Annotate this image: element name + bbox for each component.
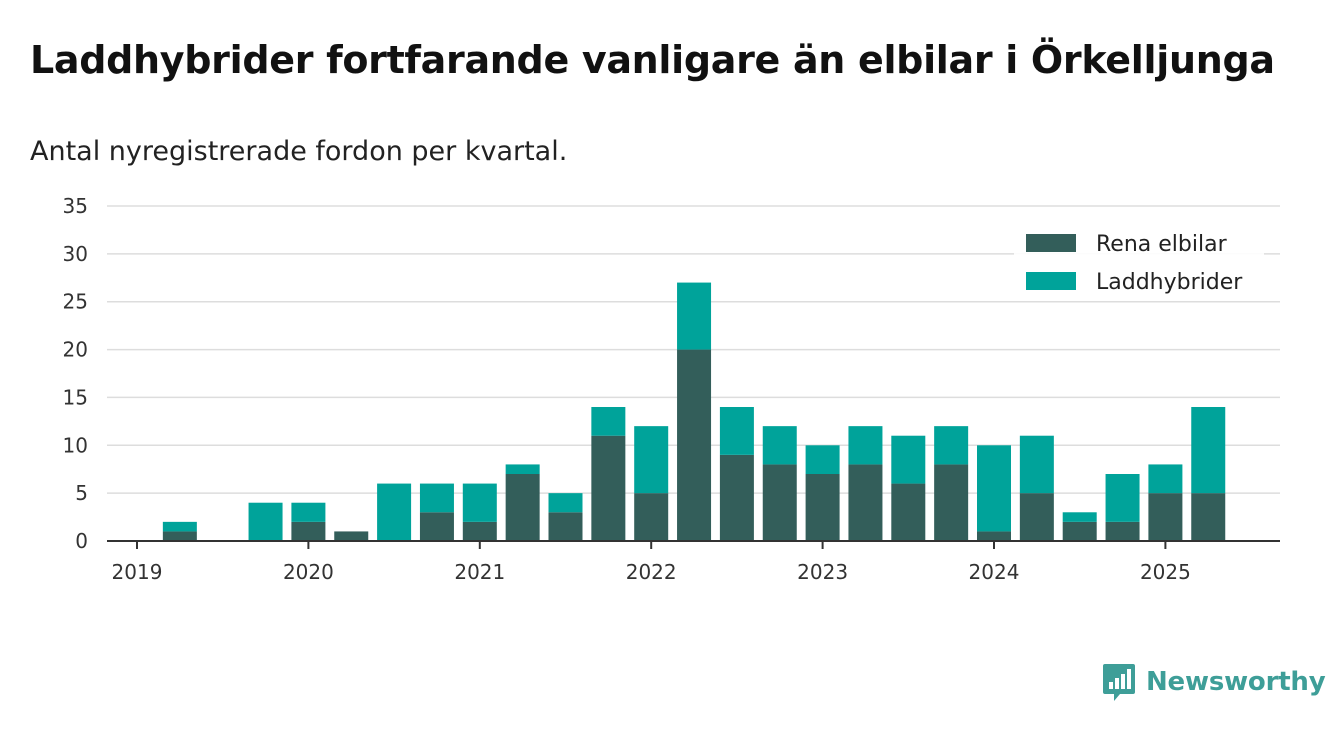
bar-laddhybrider-2021-Q4 [591,407,626,436]
bar-laddhybrider-2024-Q1 [977,445,1011,532]
bars [162,282,1226,541]
x-tick-label: 2024 [969,560,1020,584]
bar-laddhybrider-2024-Q4 [1105,474,1140,522]
bar-laddhybrider-2020-Q4 [419,483,454,513]
bar-rena-elbilar-2022-Q3 [719,454,754,541]
bar-rena-elbilar-2023-Q2 [848,464,883,541]
bar-rena-elbilar-2024-Q2 [1019,493,1054,541]
bar-rena-elbilar-2024-Q4 [1105,521,1140,541]
y-tick-label: 30 [63,242,88,266]
legend-label-rena-elbilar: Rena elbilar [1096,232,1228,257]
y-tick-label: 0 [75,529,88,553]
bar-laddhybrider-2023-Q2 [848,426,883,465]
bar-laddhybrider-2025-Q2 [1191,407,1226,494]
bar-laddhybrider-2019-Q4 [248,502,283,541]
bar-rena-elbilar-2022-Q1 [634,493,669,541]
legend-label-laddhybrider: Laddhybrider [1096,270,1243,295]
y-tick-label: 10 [63,433,88,457]
chart-title: Laddhybrider fortfarande vanligare än el… [30,38,1275,82]
bar-rena-elbilar-2019-Q2 [162,531,197,541]
bar-rena-elbilar-2020-Q1 [291,521,326,541]
bar-rena-elbilar-2021-Q4 [591,435,626,541]
bar-rena-elbilar-2022-Q4 [762,464,797,541]
bar-laddhybrider-2020-Q1 [291,502,326,522]
legend: Rena elbilar Laddhybrider [1014,224,1264,300]
bar-laddhybrider-2025-Q1 [1148,464,1183,494]
bar-rena-elbilar-2023-Q4 [934,464,969,541]
x-tick-label: 2019 [112,560,163,584]
bar-rena-elbilar-2023-Q3 [891,483,926,541]
chart-subtitle: Antal nyregistrerade fordon per kvartal. [30,136,568,167]
bar-laddhybrider-2022-Q4 [762,426,797,465]
bar-laddhybrider-2023-Q3 [891,435,926,484]
x-tick-label: 2021 [454,560,505,584]
bar-rena-elbilar-2025-Q1 [1148,493,1183,541]
bar-rena-elbilar-2020-Q2 [334,531,369,541]
bar-rena-elbilar-2023-Q1 [805,474,840,541]
y-tick-label: 20 [63,338,88,362]
x-tick-label: 2022 [626,560,677,584]
y-tick-label: 5 [75,481,88,505]
bar-rena-elbilar-2021-Q3 [548,512,583,541]
y-tick-label: 35 [63,194,88,218]
bar-laddhybrider-2020-Q3 [377,483,412,541]
bar-rena-elbilar-2021-Q1 [462,521,497,541]
legend-swatch-laddhybrider [1026,272,1076,290]
bar-laddhybrider-2022-Q1 [634,426,669,494]
newsworthy-logo-text: Newsworthy [1146,667,1326,697]
bar-laddhybrider-2024-Q3 [1062,512,1097,522]
bar-rena-elbilar-2022-Q2 [677,349,712,541]
bar-rena-elbilar-2020-Q4 [419,512,454,541]
x-tick-label: 2023 [797,560,848,584]
bar-laddhybrider-2019-Q2 [162,521,197,532]
newsworthy-logo: Newsworthy [1102,662,1326,702]
bar-rena-elbilar-2021-Q2 [505,474,540,541]
bar-laddhybrider-2021-Q2 [505,464,540,474]
x-tick-label: 2025 [1140,560,1191,584]
bar-laddhybrider-2022-Q2 [677,282,712,350]
bar-laddhybrider-2021-Q3 [548,493,583,513]
y-tick-label: 15 [63,385,88,409]
newsworthy-logo-icon [1103,664,1135,701]
legend-swatch-rena-elbilar [1026,234,1076,252]
bar-laddhybrider-2022-Q3 [719,407,754,455]
bar-laddhybrider-2023-Q1 [805,445,840,474]
y-tick-label: 25 [63,290,88,314]
bar-laddhybrider-2021-Q1 [462,483,497,522]
x-tick-label: 2020 [283,560,334,584]
bar-laddhybrider-2024-Q2 [1019,435,1054,494]
bar-rena-elbilar-2025-Q2 [1191,493,1226,541]
bar-laddhybrider-2023-Q4 [934,426,969,465]
bar-rena-elbilar-2024-Q1 [977,531,1011,541]
bar-rena-elbilar-2024-Q3 [1062,521,1097,541]
